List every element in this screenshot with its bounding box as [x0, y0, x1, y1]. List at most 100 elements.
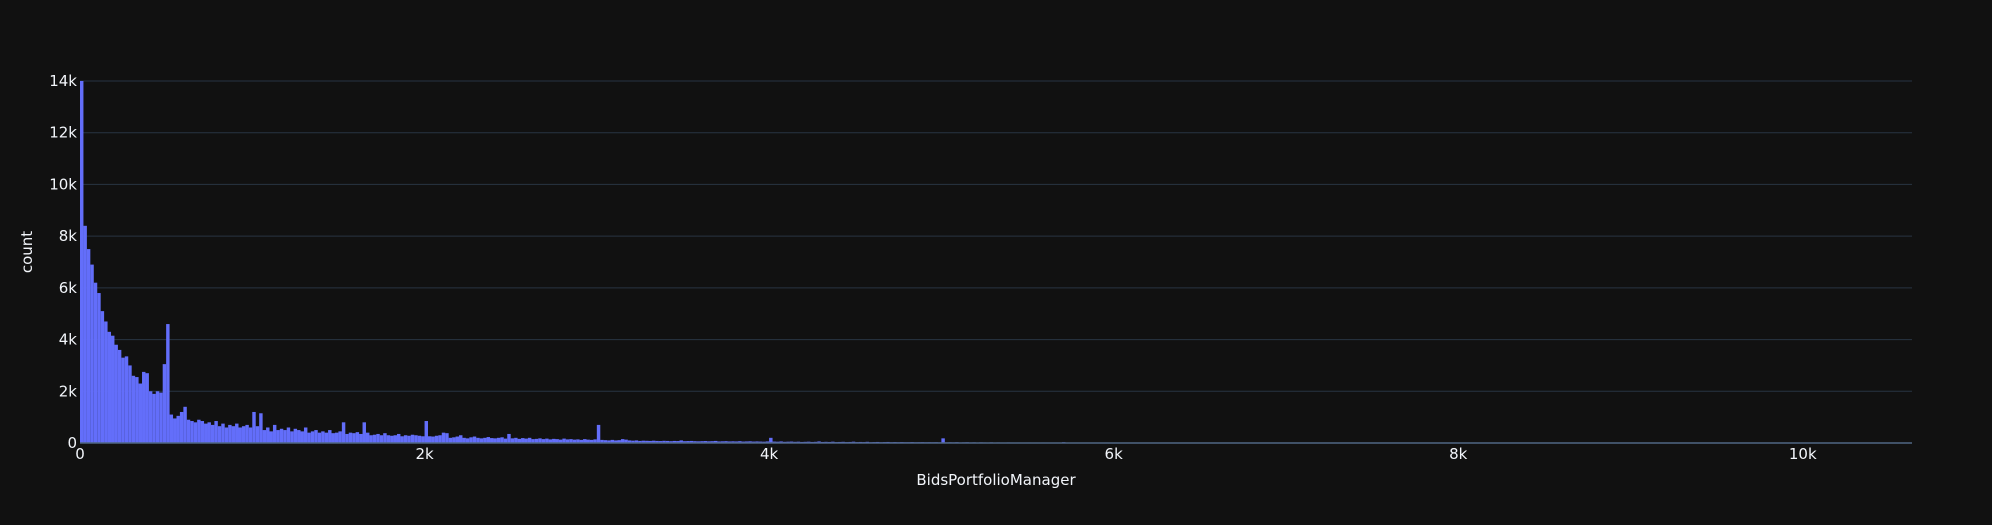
bar [348, 432, 353, 443]
bar [207, 422, 211, 443]
bar [734, 441, 739, 443]
bar [245, 424, 249, 443]
bar [641, 440, 646, 443]
y-axis-title: count [18, 231, 36, 273]
bar [362, 422, 366, 443]
bar [279, 428, 284, 443]
bar [627, 440, 632, 443]
bar [352, 433, 356, 443]
bar [455, 436, 460, 443]
bar [355, 432, 360, 443]
bar [221, 423, 225, 443]
bar [738, 441, 742, 443]
bar [148, 391, 153, 443]
bar [407, 435, 411, 443]
bar [317, 432, 322, 443]
bar [145, 373, 149, 443]
bar [748, 441, 752, 443]
bar [131, 375, 136, 443]
bar [589, 439, 594, 443]
bar [472, 436, 477, 443]
y-tick-label: 6k [59, 279, 78, 297]
x-tick-label: 10k [1789, 445, 1817, 463]
bar [214, 421, 218, 443]
bar [555, 439, 559, 443]
x-tick-label: 8k [1449, 445, 1468, 463]
bar [527, 437, 532, 443]
y-tick-label: 0 [67, 434, 77, 452]
bar [111, 335, 115, 443]
y-tick-label: 4k [59, 331, 78, 349]
bar [586, 439, 590, 443]
bar [155, 391, 160, 443]
bar [448, 437, 453, 443]
bar [710, 441, 714, 443]
bar [476, 437, 480, 443]
bar [107, 331, 112, 443]
bar [669, 441, 673, 443]
bar [686, 441, 690, 443]
bar [400, 436, 404, 443]
bar [496, 437, 501, 443]
bar [310, 431, 315, 443]
bar [713, 440, 718, 443]
bar [428, 436, 432, 443]
bar [624, 439, 628, 443]
bar [197, 419, 201, 443]
bar [552, 438, 556, 443]
bar [341, 422, 346, 443]
bar [703, 441, 708, 443]
bar [548, 439, 553, 443]
bar [441, 432, 446, 443]
bar [620, 439, 625, 443]
bar [462, 437, 466, 443]
bar [248, 427, 253, 443]
bar [403, 435, 408, 443]
bar [514, 437, 518, 443]
bar [655, 440, 659, 443]
bar [290, 431, 294, 443]
bar [93, 282, 98, 443]
bar [424, 421, 429, 443]
bar [562, 438, 566, 443]
bar [410, 434, 415, 443]
bar [696, 441, 701, 443]
bar [390, 435, 394, 443]
bar [383, 433, 387, 443]
bar [576, 439, 580, 443]
bar [376, 433, 380, 443]
bar [365, 432, 370, 443]
bar [631, 440, 635, 443]
bar [162, 364, 167, 443]
bar [138, 383, 143, 443]
bar [345, 433, 349, 443]
bar [565, 439, 570, 443]
bar [507, 433, 511, 443]
bar [86, 249, 91, 443]
bar [459, 435, 463, 443]
bar [638, 440, 642, 443]
bar [720, 441, 725, 443]
x-tick-label: 0 [75, 445, 85, 463]
bar [372, 434, 377, 443]
bar [379, 435, 384, 443]
bar [603, 440, 608, 443]
bar [617, 440, 621, 443]
bar [421, 436, 425, 443]
bar [558, 439, 563, 443]
x-tick-label: 6k [1105, 445, 1124, 463]
bar [727, 441, 732, 443]
bar [83, 225, 87, 443]
bar [255, 426, 260, 443]
bar [176, 415, 180, 443]
bar [259, 413, 263, 443]
bar [262, 430, 267, 443]
bar [755, 441, 759, 443]
bar [610, 439, 615, 443]
bar [510, 438, 515, 443]
bar [135, 377, 139, 443]
bar [210, 424, 215, 443]
bar [331, 433, 335, 443]
bar [104, 321, 108, 443]
